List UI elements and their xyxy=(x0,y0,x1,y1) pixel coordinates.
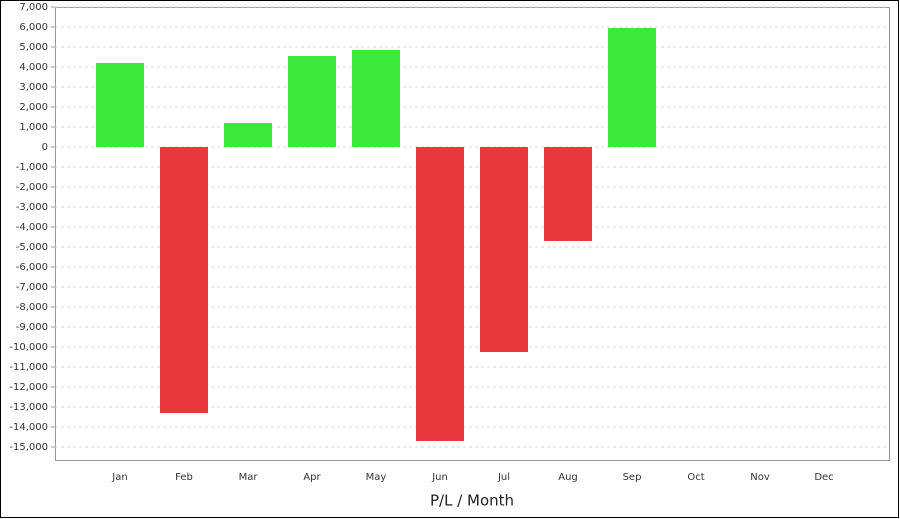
x-axis-title: P/L / Month xyxy=(430,492,514,510)
y-tick-label: -9,000 xyxy=(16,322,48,333)
y-tick-label: 1,000 xyxy=(19,122,48,133)
bar xyxy=(160,147,208,413)
y-tick-label: -1,000 xyxy=(16,162,48,173)
x-tick-label: May xyxy=(366,472,387,483)
x-tick-label: Sep xyxy=(623,472,642,483)
bar xyxy=(352,50,400,147)
bar xyxy=(224,123,272,147)
y-tick-label: -15,000 xyxy=(9,442,48,453)
y-tick-label: 0 xyxy=(42,142,48,153)
y-tick-label: -13,000 xyxy=(9,402,48,413)
y-tick-label: -2,000 xyxy=(16,182,48,193)
bar xyxy=(288,56,336,147)
y-tick-label: -3,000 xyxy=(16,202,48,213)
x-tick-label: Apr xyxy=(303,472,321,483)
y-tick-label: -10,000 xyxy=(9,342,48,353)
x-tick-label: Feb xyxy=(175,472,193,483)
bar xyxy=(96,63,144,147)
y-tick-label: -7,000 xyxy=(16,282,48,293)
bar xyxy=(608,28,656,147)
y-tick-label: -5,000 xyxy=(16,242,48,253)
y-tick-label: 3,000 xyxy=(19,82,48,93)
y-tick-label: 2,000 xyxy=(19,102,48,113)
bar xyxy=(544,147,592,241)
y-tick-label: -14,000 xyxy=(9,422,48,433)
x-tick-label: Mar xyxy=(239,472,259,483)
y-tick-label: 4,000 xyxy=(19,62,48,73)
x-tick-label: Nov xyxy=(750,472,770,483)
x-tick-label: Jan xyxy=(111,472,127,483)
x-tick-label: Oct xyxy=(687,472,704,483)
x-tick-label: Jun xyxy=(431,472,448,483)
y-tick-label: 5,000 xyxy=(19,42,48,53)
bar xyxy=(416,147,464,441)
y-tick-label: -12,000 xyxy=(9,382,48,393)
x-tick-label: Dec xyxy=(814,472,833,483)
x-tick-label: Jul xyxy=(497,472,510,483)
y-tick-label: -8,000 xyxy=(16,302,48,313)
y-tick-label: -11,000 xyxy=(9,362,48,373)
x-tick-label: Aug xyxy=(558,472,578,483)
bar xyxy=(480,147,528,352)
y-tick-label: -6,000 xyxy=(16,262,48,273)
y-tick-label: 6,000 xyxy=(19,22,48,33)
y-tick-label: 7,000 xyxy=(19,2,48,13)
y-tick-label: -4,000 xyxy=(16,222,48,233)
